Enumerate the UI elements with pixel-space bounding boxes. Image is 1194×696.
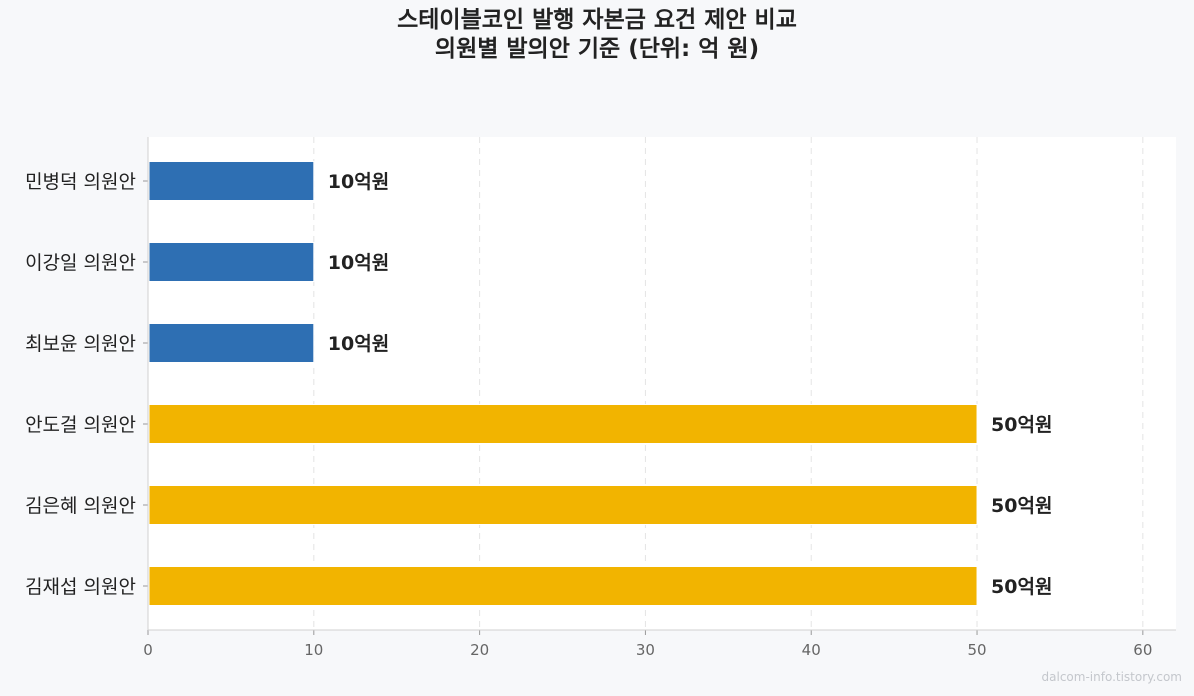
x-tick-label: 0 — [143, 641, 153, 659]
category-label: 최보윤 의원안 — [25, 333, 136, 355]
x-tick-label: 50 — [967, 641, 986, 659]
bar — [148, 566, 978, 606]
x-tick-label: 20 — [470, 641, 489, 659]
bar — [148, 242, 315, 282]
category-label: 민병덕 의원안 — [25, 171, 136, 193]
x-tick-label: 60 — [1133, 641, 1152, 659]
category-label: 안도걸 의원안 — [25, 414, 136, 436]
plot-area — [148, 137, 1176, 630]
watermark: dalcom-info.tistory.com — [1041, 670, 1182, 684]
grid-layer — [147, 137, 1144, 635]
chart-title-block: 스테이블코인 발행 자본금 요건 제안 비교 의원별 발의안 기준 (단위: 억… — [0, 6, 1194, 64]
x-tick-label: 30 — [636, 641, 655, 659]
x-tick-label: 40 — [802, 641, 821, 659]
x-tick-label: 10 — [304, 641, 323, 659]
bar — [148, 323, 315, 363]
bar — [148, 485, 978, 525]
bar-value-label: 50억원 — [991, 414, 1052, 436]
category-label: 김재섭 의원안 — [25, 576, 136, 598]
bar-value-label: 50억원 — [991, 495, 1052, 517]
bar — [148, 404, 978, 444]
chart-subtitle: 의원별 발의안 기준 (단위: 억 원) — [434, 36, 760, 62]
chart-title: 스테이블코인 발행 자본금 요건 제안 비교 — [397, 7, 797, 33]
bar — [148, 161, 315, 201]
bar-value-label: 50억원 — [991, 576, 1052, 598]
bar-value-label: 10억원 — [328, 333, 389, 355]
bar-layer — [148, 161, 978, 606]
bar-value-label: 10억원 — [328, 171, 389, 193]
bar-value-label: 10억원 — [328, 252, 389, 274]
category-label: 김은혜 의원안 — [25, 495, 136, 517]
category-label: 이강일 의원안 — [25, 252, 136, 274]
